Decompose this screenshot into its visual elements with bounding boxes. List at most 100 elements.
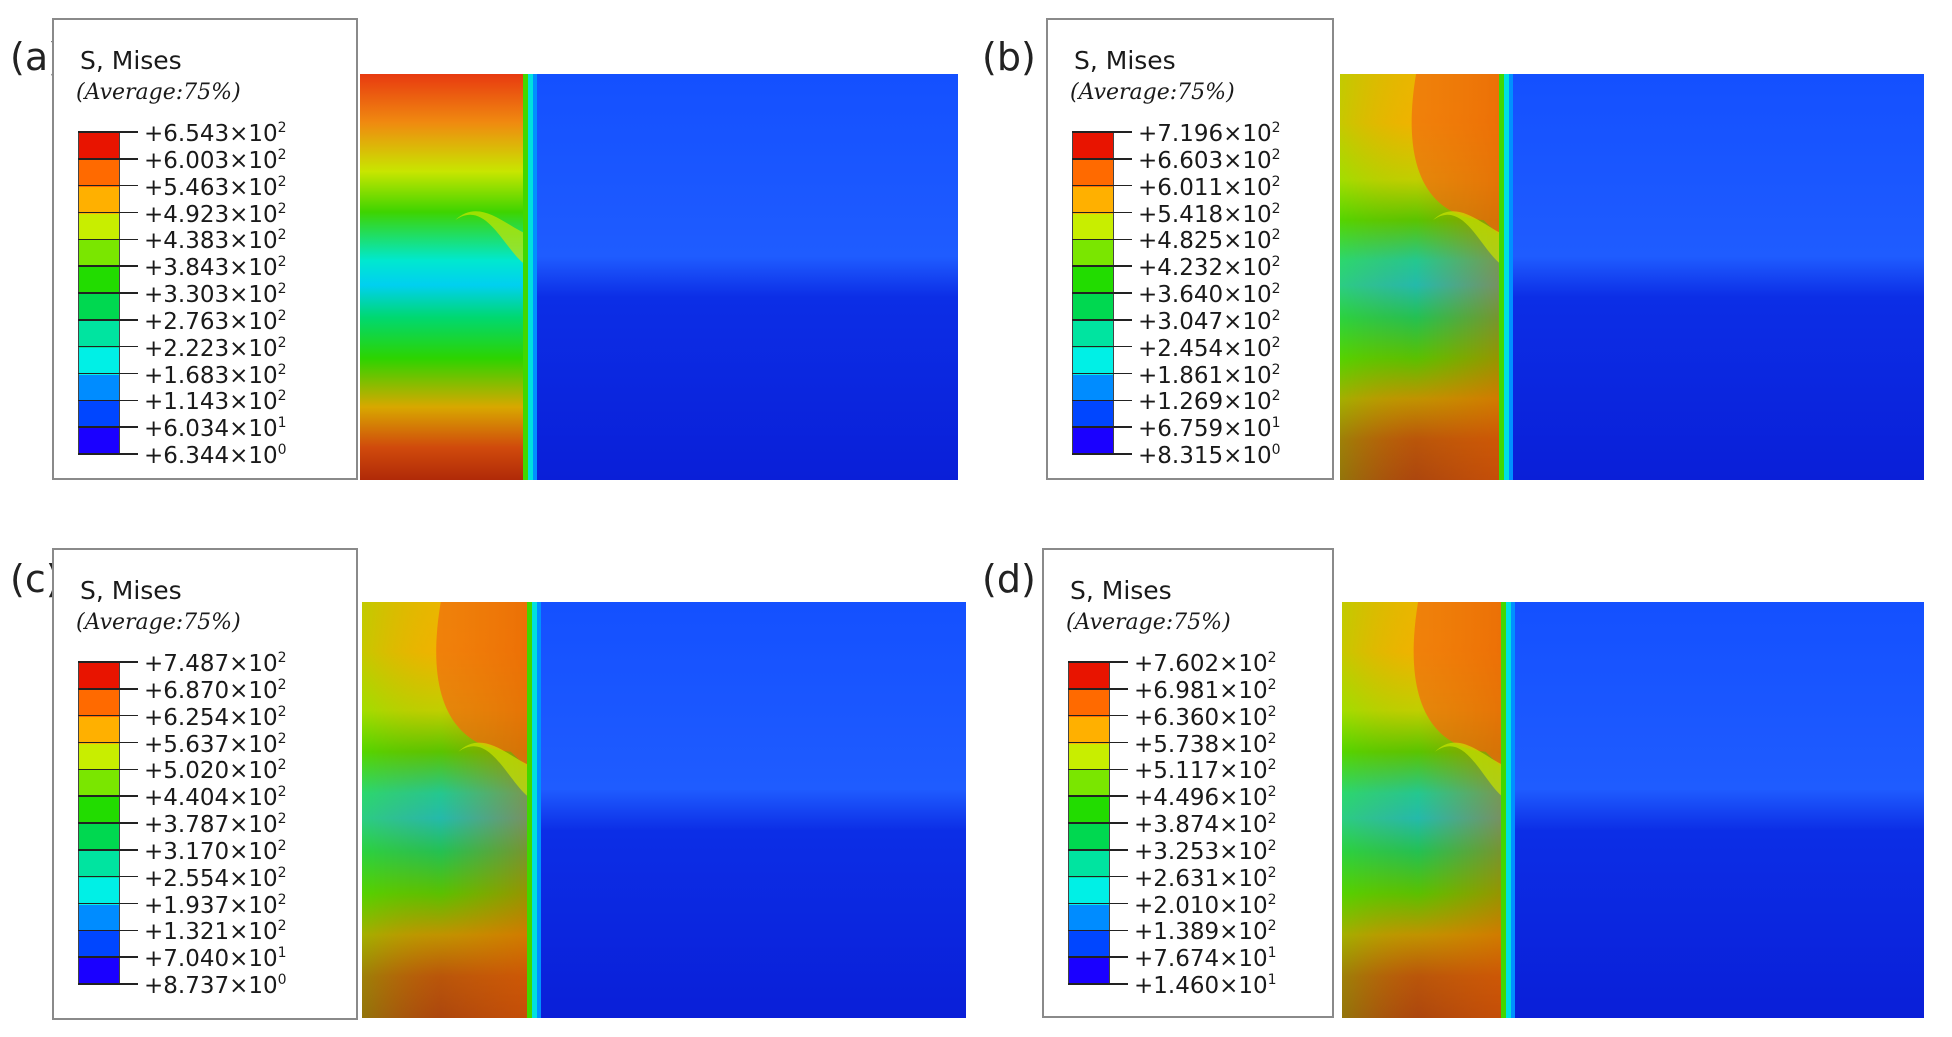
tick-mark (1068, 741, 1128, 744)
legend-subtitle: (Average:75%) (76, 80, 241, 105)
tick-mark (1072, 265, 1132, 267)
tick-mark (78, 902, 138, 905)
tick-mark (78, 184, 138, 187)
tick-mark (78, 426, 138, 428)
tick-base: ×10 (229, 838, 278, 865)
tick-mantissa: +7.040 (144, 946, 230, 973)
colorbar-segment (1069, 716, 1109, 744)
tick-base: ×10 (1219, 704, 1268, 731)
tick-mantissa: +1.143 (144, 389, 230, 416)
tick-base: ×10 (229, 946, 278, 973)
colorbar-segment (1069, 743, 1109, 771)
tick-exponent: 2 (277, 227, 287, 244)
tick-label: +1.143×102 (144, 389, 287, 414)
tick-mark (1068, 688, 1128, 690)
tick-mantissa: +1.460 (1134, 973, 1220, 999)
tick-exponent: 2 (1271, 388, 1281, 405)
colorbar-segment (79, 824, 119, 852)
tick-exponent: 2 (277, 891, 287, 908)
tick-mantissa: +2.010 (1134, 892, 1220, 919)
colorbar-segment (79, 294, 119, 322)
colorbar-segment (1073, 133, 1113, 161)
colorbar-segment (79, 428, 119, 456)
tick-label: +1.861×102 (1138, 363, 1281, 388)
tick-exponent: 2 (1267, 676, 1277, 693)
colorbar-segment (1073, 320, 1113, 349)
tick-mantissa: +5.418 (1138, 201, 1224, 228)
tick-label: +6.543×102 (144, 121, 287, 146)
tick-label: +7.196×102 (1138, 121, 1281, 146)
tick-base: ×10 (229, 389, 278, 416)
tick-exponent: 2 (1271, 254, 1281, 271)
tick-base: ×10 (229, 919, 278, 946)
tick-base: ×10 (1219, 973, 1268, 999)
tick-exponent: 2 (1271, 334, 1281, 351)
tick-exponent: 0 (277, 972, 287, 988)
tick-mantissa: +7.602 (1134, 651, 1220, 677)
tick-exponent: 2 (1271, 307, 1281, 324)
tick-exponent: 1 (277, 415, 287, 432)
tick-base: ×10 (1219, 892, 1268, 919)
tick-mark (1072, 372, 1132, 375)
colorbar-segment (1069, 850, 1109, 879)
tick-exponent: 2 (1267, 837, 1277, 854)
tick-base: ×10 (1223, 335, 1272, 362)
tick-mark (78, 714, 138, 717)
tick-exponent: 2 (1271, 361, 1281, 378)
tick-mantissa: +5.020 (144, 758, 230, 785)
colorbar-segment (79, 347, 119, 375)
colorbar-segment (1069, 904, 1109, 932)
tick-mark (1072, 399, 1132, 402)
tick-label: +2.763×102 (144, 309, 287, 334)
tick-mantissa: +5.738 (1134, 731, 1220, 758)
tick-mantissa: +2.763 (144, 308, 230, 335)
colorbar-segment (1069, 877, 1109, 905)
tick-base: ×10 (1219, 838, 1268, 865)
colorbar-segment (79, 267, 119, 295)
tick-label: +3.787×102 (144, 812, 287, 837)
tick-label: +7.487×102 (144, 651, 287, 676)
tick-base: ×10 (229, 443, 278, 469)
tick-base: ×10 (229, 704, 278, 731)
colorbar-segment (1069, 689, 1109, 718)
tick-label: +3.047×102 (1138, 309, 1281, 334)
tick-label: +6.360×102 (1134, 705, 1277, 730)
tick-exponent: 2 (277, 173, 287, 190)
tick-base: ×10 (229, 335, 278, 362)
tick-base: ×10 (1223, 282, 1272, 308)
contour-svg (1340, 74, 1924, 480)
tick-base: ×10 (1219, 865, 1268, 892)
tick-mantissa: +6.603 (1138, 147, 1224, 174)
tick-base: ×10 (1223, 121, 1272, 147)
tick-mantissa: +6.254 (144, 704, 230, 731)
tick-mantissa: +7.674 (1134, 946, 1220, 973)
tick-mantissa: +6.759 (1138, 416, 1224, 443)
tick-label: +7.602×102 (1134, 651, 1277, 676)
tick-mantissa: +3.303 (144, 282, 230, 308)
tick-mark (1072, 345, 1132, 348)
tick-base: ×10 (229, 362, 278, 389)
tick-exponent: 2 (1271, 227, 1281, 244)
tick-exponent: 2 (1271, 146, 1281, 163)
colorbar-segment (1073, 428, 1113, 456)
tick-base: ×10 (229, 416, 278, 443)
tick-exponent: 2 (277, 918, 287, 935)
contour-svg (360, 74, 958, 480)
colorbar-segment (79, 770, 119, 798)
tick-mantissa: +3.640 (1138, 282, 1224, 308)
tick-exponent: 2 (277, 146, 287, 163)
tick-mantissa: +6.981 (1134, 677, 1220, 704)
tick-label: +6.603×102 (1138, 148, 1281, 173)
tick-exponent: 2 (277, 864, 287, 881)
tick-mantissa: +3.787 (144, 812, 230, 838)
tick-label: +8.737×100 (144, 973, 287, 998)
tick-mantissa: +3.253 (1134, 838, 1220, 865)
tick-base: ×10 (229, 785, 278, 812)
tick-mark (78, 661, 138, 663)
colorbar-segment (79, 850, 119, 879)
tick-exponent: 2 (277, 676, 287, 693)
tick-base: ×10 (229, 731, 278, 758)
tick-label: +4.496×102 (1134, 785, 1277, 810)
tick-mantissa: +6.543 (144, 121, 230, 147)
tick-label: +4.383×102 (144, 228, 287, 253)
